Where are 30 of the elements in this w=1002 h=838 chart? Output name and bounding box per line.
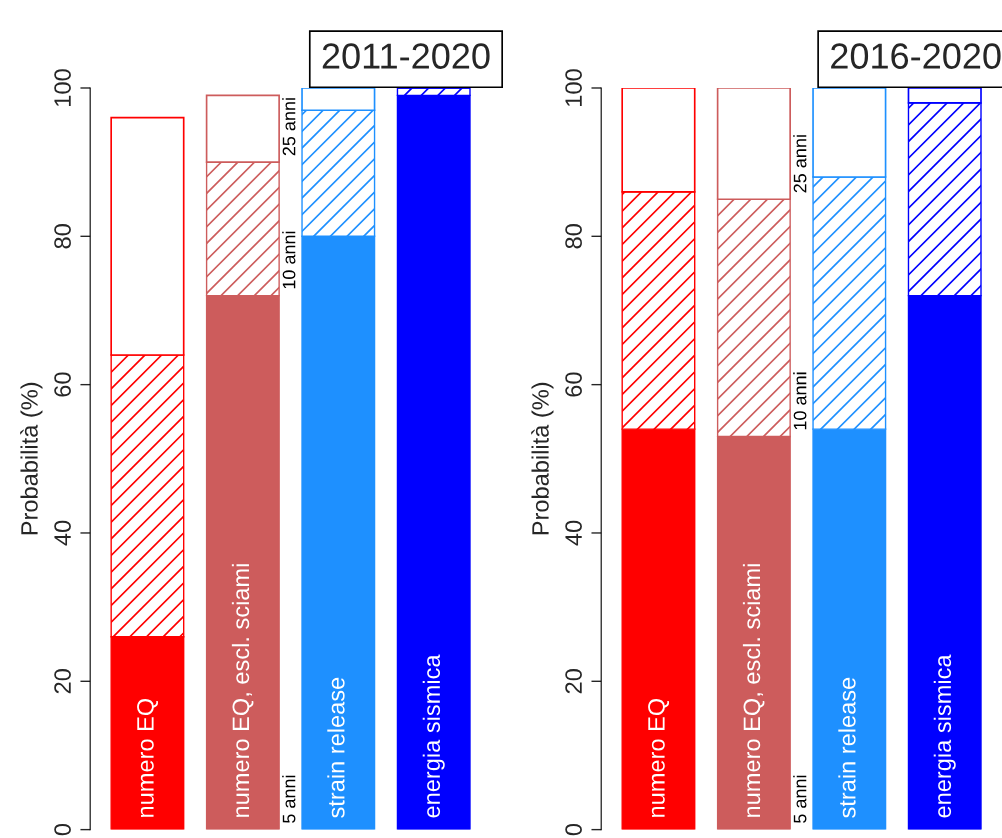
y-tick-label: 20 <box>565 669 582 694</box>
y-tick-label: 20 <box>54 669 71 694</box>
chart-title: 2016-2020 <box>831 43 1001 69</box>
y-axis-title: Probabilità (%) <box>20 382 43 535</box>
y-axis-title: Probabilità (%) <box>531 382 554 535</box>
text: 10 anni <box>282 231 296 289</box>
y-tick-label: 80 <box>54 224 71 249</box>
y-tick-label: 40 <box>565 520 582 546</box>
y-tick-label: 100 <box>565 69 582 106</box>
y-tick-label: 40 <box>54 520 71 546</box>
x-tick-label: strain release <box>838 677 856 818</box>
x-tick-label: numero EQ <box>137 698 158 817</box>
y-tick-label: 0 <box>54 823 71 836</box>
text: 25 anni <box>793 135 807 193</box>
text: 5 anni <box>793 775 807 823</box>
x-tick-label: energia sismica <box>933 654 956 818</box>
chart-title: 2011-2020 <box>322 43 490 69</box>
y-tick-label: 100 <box>54 69 71 106</box>
y-tick-label: 0 <box>565 823 582 836</box>
x-tick-label: energia sismica <box>422 654 445 818</box>
x-tick-label: strain release <box>327 677 345 818</box>
x-tick-label: numero EQ, escl. sciami <box>231 564 254 817</box>
text: 5 anni <box>282 775 296 823</box>
y-tick-label: 80 <box>565 224 582 249</box>
text: 10 anni <box>793 372 807 430</box>
x-tick-label: numero EQ, escl. sciami <box>742 564 765 817</box>
x-tick-label: numero EQ <box>648 698 670 817</box>
text: 25 anni <box>282 98 296 156</box>
y-tick-label: 60 <box>565 372 582 397</box>
y-tick-label: 60 <box>54 372 71 397</box>
